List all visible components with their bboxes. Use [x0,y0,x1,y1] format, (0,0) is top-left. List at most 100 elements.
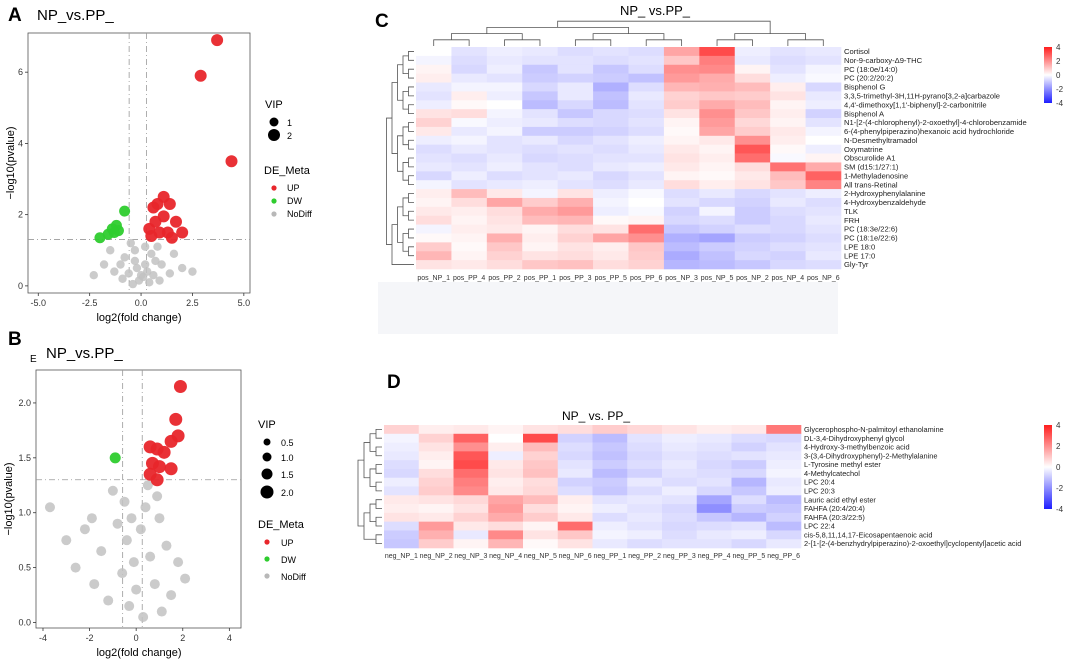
panel-a-point-nodiff [128,279,138,289]
panel-a-point-nodiff [177,263,187,273]
legend-b-vip-15-dot [261,468,273,480]
panel-c-cell [451,260,488,270]
panel-c-cell [805,215,842,225]
panel-c-cell [663,100,700,110]
panel-d-row-label: Glycerophospho-N-palmitoyl ethanolamine [804,425,944,434]
panel-a-point-nodiff [169,249,179,259]
panel-c-cell [628,233,665,243]
panel-d-cell [384,425,420,435]
panel-c-cell [416,100,452,110]
panel-c-cell [557,180,594,190]
panel-c-cell [699,126,736,137]
panel-d-cell [627,468,663,479]
panel-d-cell [696,460,732,470]
panel-d-cell [453,530,489,540]
panel-a-xtick-label: 0.0 [135,298,148,308]
panel-a-ytick-label: 2 [18,210,23,220]
panel-b-point-nodiff [152,491,163,502]
panel-c-cell [699,206,736,217]
panel-d-cell [418,477,454,487]
panel-b-point-nodiff [128,557,139,568]
panel-d-colorbar-tick: -2 [1056,484,1064,493]
panel-a-point-up [176,226,189,239]
panel-d-col-label: neg_NP_6 [559,553,592,560]
panel-a-point-nodiff [155,276,164,285]
panel-b-point-nodiff [112,518,123,529]
panel-c-cell [805,118,842,128]
panel-b-point-nodiff [180,573,191,584]
panel-d-cell [766,460,802,470]
legend-a-de-title: DE_Meta [264,165,311,177]
panel-a-plot-frame [27,32,251,294]
panel-d-cell [731,468,767,479]
panel-c-cell [416,224,452,234]
panel-a-point-nodiff [116,260,125,269]
panel-d-col-label: neg_PP_6 [767,553,800,560]
panel-c-row-label: Nor-9-carboxy-Δ9-THC [844,56,923,65]
panel-b-point-nodiff [86,513,97,524]
panel-c-cell [628,109,665,119]
panel-c-cell [416,189,452,199]
panel-c-cell [486,251,523,261]
panel-c-cell [557,47,594,57]
panel-c-row-label: TLK [844,207,858,216]
panel-c-cell [416,47,452,57]
panel-d-cell [731,460,767,470]
panel-c-cell [770,180,806,190]
panel-c-cell [486,153,523,163]
panel-b-ylabel: −log10(pvalue) [3,462,15,535]
legend-b-nodiff-label: NoDiff [281,572,306,582]
panel-c-cell [699,260,736,270]
panel-d-cell [523,512,559,522]
panel-c-cell [663,73,700,83]
panel-c-cell [699,224,736,234]
panel-c-cell [451,118,488,128]
panel-c-cell [805,91,842,101]
panel-d-cell [418,451,454,461]
panel-c-cell [663,153,700,163]
panel-b-ytick-label: 0.0 [18,618,31,628]
legend-b-vip-10-label: 1.0 [281,453,294,463]
panel-c-cell [663,64,700,74]
panel-c-cell [486,64,523,74]
panel-c-cell [805,260,842,270]
panel-a-point-nodiff [165,269,175,278]
panel-c-cell [557,64,594,74]
panel-d-cell [696,477,732,487]
panel-b-point-nodiff [131,584,142,595]
panel-c-cell [593,251,629,261]
panel-c-cell [593,153,629,163]
panel-d-cell [488,521,524,531]
panel-d-row-dendrogram-branch [369,468,376,487]
panel-c-cell [699,64,736,74]
panel-c-cell [628,171,665,181]
panel-a-point-up [194,69,207,82]
panel-a-xtick-label: 5.0 [238,298,251,308]
panel-d-cell [662,468,698,479]
panel-b-letter: B [8,329,22,350]
panel-c-cell [734,100,771,110]
panel-c-cell [451,55,488,66]
panel-d-colorbar-tick: -4 [1056,505,1064,514]
panel-d-colorbar-tick: 4 [1056,421,1061,430]
panel-b-point-nodiff [126,513,137,524]
panel-d-cell [453,521,489,531]
panel-c-cell [593,82,629,92]
panel-c-col-label: pos_NP_2 [736,275,769,282]
panel-d-cell [523,530,559,540]
panel-c-row-label: N1-[2-(4-chlorophenyl)-2-oxoethyl]-4-chl… [844,118,1027,127]
panel-c-cell [486,135,523,145]
panel-c-cell [770,260,806,270]
panel-d-cell [592,468,628,479]
panel-c-row-label: 2-Hydroxyphenylalanine [844,189,925,198]
panel-c-cell [663,109,700,119]
panel-b-point-nodiff [121,535,132,546]
panel-c-cell [451,180,488,190]
legend-a-up-label: UP [287,183,300,193]
panel-b-ytick-label: 2.0 [18,398,31,408]
panel-b-point-dw [109,452,121,464]
panel-c-cell [593,189,629,199]
panel-d-cell [488,530,524,540]
panel-c-cell [770,251,806,261]
